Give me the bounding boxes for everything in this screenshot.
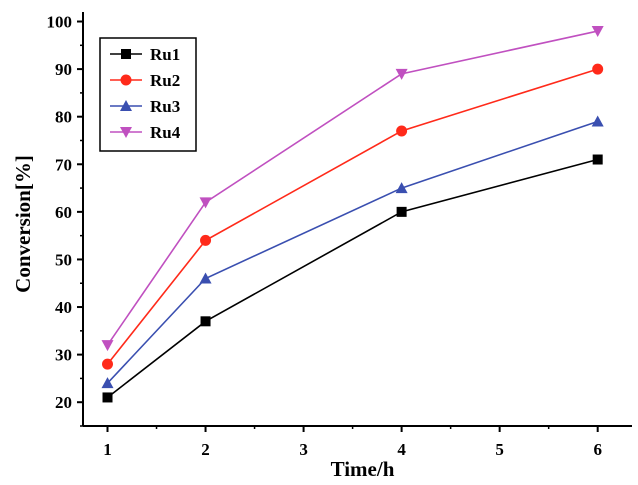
series-line: [107, 158, 598, 399]
data-point: [591, 26, 604, 38]
data-point: [102, 358, 114, 370]
data-point: [200, 234, 212, 246]
data-point: [200, 316, 211, 327]
data-point: [102, 392, 113, 403]
series-line: [106, 68, 598, 365]
legend-marker: [120, 74, 132, 86]
series-ru3: [101, 115, 604, 389]
legend-box: [99, 37, 197, 152]
y-tick-label: 40: [55, 298, 72, 317]
x-tick-label: 3: [299, 440, 308, 459]
y-tick-label: 90: [55, 60, 72, 79]
legend-marker: [121, 49, 131, 59]
axes: 20 30 40 50 60 70 80 90 100 1 2 3 4 5 6: [47, 12, 632, 459]
series-line: [106, 120, 598, 384]
data-point: [395, 182, 408, 194]
series-layer: [101, 26, 604, 403]
x-tick-label: 4: [397, 440, 406, 459]
x-tick-label: 2: [201, 440, 210, 459]
legend-item: Ru4: [110, 123, 181, 142]
data-point: [101, 340, 114, 352]
y-tick-label: 70: [55, 155, 72, 174]
x-axis-title: Time/h: [331, 457, 395, 481]
series-ru1: [102, 154, 603, 403]
legend-marker: [120, 127, 132, 138]
y-tick-label: 50: [55, 250, 72, 269]
x-tick-label: 5: [495, 440, 504, 459]
data-point: [591, 115, 604, 127]
data-point: [592, 154, 603, 165]
legend-label: Ru3: [150, 97, 180, 116]
legend-label: Ru2: [150, 71, 180, 90]
data-point: [101, 377, 114, 389]
data-point: [396, 206, 407, 217]
data-point: [199, 197, 212, 209]
data-point: [199, 272, 212, 284]
y-tick-label: 60: [55, 203, 72, 222]
y-tick-label: 20: [55, 393, 72, 412]
y-axis-title: Conversion[%]: [11, 155, 35, 293]
data-point: [396, 125, 408, 137]
legend-marker: [120, 100, 132, 111]
legend-item: Ru2: [110, 71, 180, 90]
legend-item: Ru3: [110, 97, 180, 116]
series-line: [106, 30, 598, 346]
legend-label: Ru4: [150, 123, 181, 142]
series-ru2: [102, 63, 604, 370]
data-point: [592, 63, 604, 75]
series-ru4: [101, 26, 604, 352]
legend-label: Ru1: [150, 45, 180, 64]
x-tick-label: 6: [593, 440, 602, 459]
y-tick-label: 80: [55, 108, 72, 127]
legend: Ru1 Ru2 Ru3 Ru4: [99, 37, 197, 152]
y-tick-label: 30: [55, 346, 72, 365]
legend-item: Ru1: [110, 45, 180, 64]
x-tick-label: 1: [103, 440, 112, 459]
y-tick-label: 100: [47, 13, 73, 32]
data-point: [395, 68, 408, 80]
